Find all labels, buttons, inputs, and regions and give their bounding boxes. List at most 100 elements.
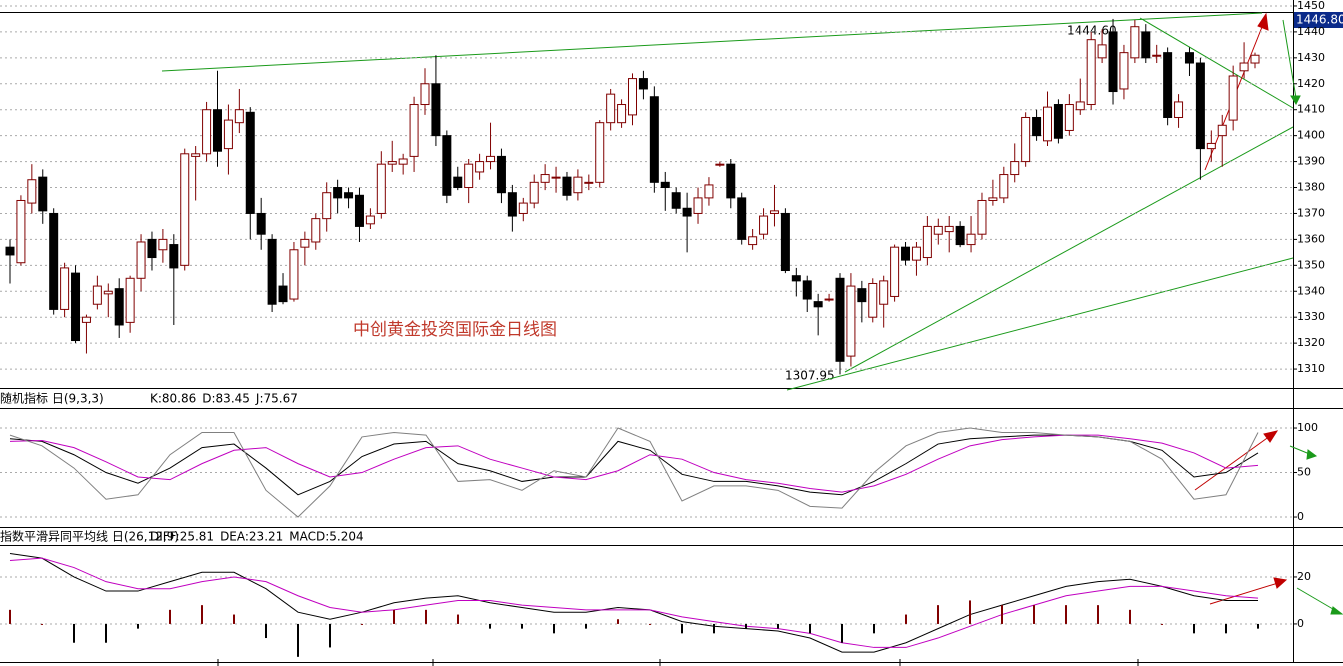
macd-bar [297,623,299,657]
arrow-head [1330,606,1343,615]
macd-bar [745,623,747,629]
macd-bar [233,614,235,624]
candle-body [234,109,244,124]
indicator-line [9,557,1259,648]
candle-body [507,192,517,217]
candle-body [1250,54,1260,64]
high-annotation: 1444.60 [1067,24,1117,38]
candle-body [180,153,190,266]
indicator-line [9,434,1259,493]
candle-body [311,218,321,243]
trend-line [1139,17,1294,109]
macd-bar [265,623,267,639]
indicator-line [9,434,1259,496]
y-tick-label: 50 [1297,466,1311,479]
candle-body [1141,31,1151,59]
macd-bar [1225,623,1227,634]
candle-body [649,96,659,183]
candle-body [38,176,48,212]
candle-body [704,184,714,199]
y-tick-label: 1430 [1297,51,1325,64]
candle-body [398,158,408,165]
macd-bar [969,600,971,624]
candle-body [409,104,419,157]
candle-body [737,197,747,240]
y-tick-label: 1450 [1297,0,1325,12]
candle-body [628,78,637,116]
candle-body [1217,124,1227,137]
candle-body [71,272,81,342]
legend-entry: D:83.45 [202,392,250,406]
candle-body [453,176,463,189]
arrow-head [1306,449,1318,460]
candle-body [671,192,681,209]
candle-body [911,246,921,261]
candle-body [1130,26,1140,59]
arrow-head [1290,95,1301,106]
low-annotation: 1307.95 [785,369,835,383]
macd-bar [937,605,939,624]
candle-body [103,290,113,295]
candle-body [147,238,157,259]
y-tick-label: 1310 [1297,362,1325,375]
candle-body [802,280,812,300]
candle-body [125,277,135,323]
candle-body [955,225,965,246]
y-tick-label: 1440 [1297,25,1325,38]
macd-bar [105,623,107,643]
macd-bar [1257,623,1259,629]
candle-body [846,285,856,357]
candle-body [682,207,692,217]
macd-bar [393,609,395,624]
macd-bar [777,623,779,629]
candle-body [660,181,670,189]
macd-bar [73,623,75,643]
candle-body [289,249,299,300]
macd-bar [1065,605,1067,624]
candle-body [1053,104,1063,139]
candle-body [769,210,779,214]
y-tick-label: 1400 [1297,129,1325,142]
trend-line [161,12,1263,72]
y-tick-label: 1380 [1297,181,1325,194]
arrow [1194,435,1271,491]
candle-body [16,199,26,264]
legend-entry: MACD:5.204 [289,530,363,544]
candle-body [256,212,266,235]
candle-body [824,298,834,301]
candle-body [573,176,583,194]
candle-body [1032,116,1042,137]
y-tick-label: 1420 [1297,77,1325,90]
candle-body [977,199,987,235]
candle-body [365,215,375,225]
candle-body [496,155,506,194]
candle-body [169,244,179,269]
candle-body [693,197,703,214]
candle-body [715,163,725,166]
candle-body [158,238,168,251]
candle-body [944,225,954,233]
legend-entry: K:80.86 [150,392,196,406]
indicator-line [9,552,1258,653]
candle-body [748,236,758,246]
y-tick-label: 20 [1297,570,1311,583]
candle-body [988,197,998,201]
candle-body [551,176,561,179]
candle-body [791,275,801,282]
legend-entry: J:75.67 [255,392,298,406]
candle-body [584,181,594,184]
candle-body [27,179,37,204]
candle-body [780,212,790,272]
macd-bar [809,623,811,634]
macd-bar [201,605,203,624]
macd-bar [425,609,427,624]
macd-bar [41,623,43,625]
candle-body [1108,31,1118,93]
arrow-head [1257,12,1269,31]
panel-title: 随机指标 日(9,3,3) [0,391,104,406]
candle-body [376,163,386,214]
y-tick-label: 1360 [1297,232,1325,245]
date-ticks [217,659,1139,666]
candle-body [1228,75,1238,121]
arrow [1296,587,1339,613]
